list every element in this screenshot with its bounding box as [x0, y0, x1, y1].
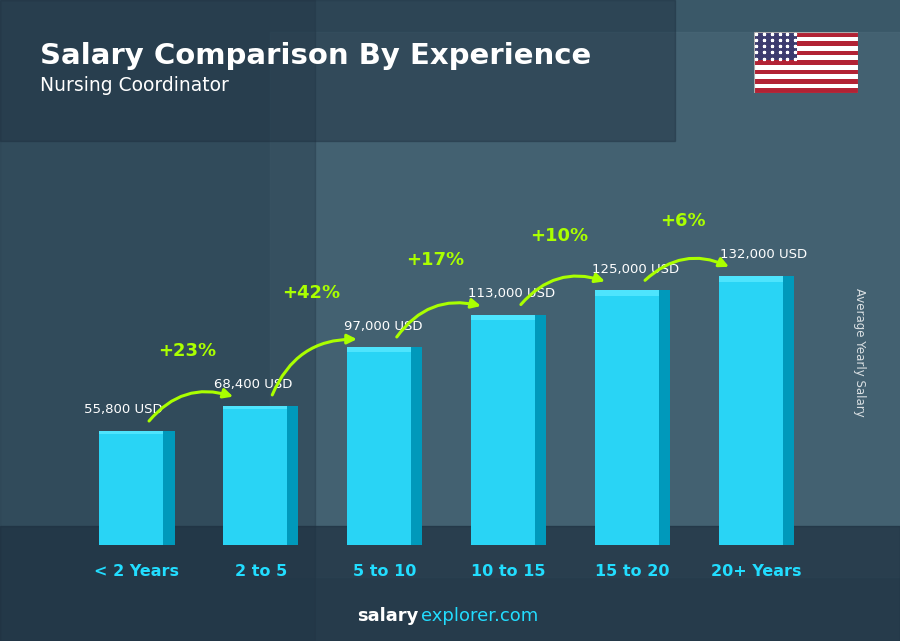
Polygon shape: [659, 290, 670, 545]
Text: 125,000 USD: 125,000 USD: [592, 263, 680, 276]
Bar: [754, 65, 858, 69]
Text: +6%: +6%: [660, 212, 706, 230]
Bar: [754, 79, 858, 83]
Bar: [0, 0, 675, 141]
Text: salary: salary: [357, 607, 418, 625]
Bar: [0, 526, 900, 641]
Bar: [223, 406, 287, 545]
Text: 97,000 USD: 97,000 USD: [345, 319, 423, 333]
Bar: [223, 406, 287, 408]
Text: 68,400 USD: 68,400 USD: [214, 378, 292, 391]
Bar: [754, 60, 858, 65]
Bar: [754, 37, 858, 42]
Bar: [270, 32, 900, 577]
Polygon shape: [411, 347, 422, 545]
Text: 2 to 5: 2 to 5: [235, 563, 287, 579]
Bar: [471, 315, 536, 320]
Text: 15 to 20: 15 to 20: [595, 563, 670, 579]
Text: < 2 Years: < 2 Years: [94, 563, 179, 579]
Text: 132,000 USD: 132,000 USD: [720, 248, 807, 262]
FancyArrowPatch shape: [521, 274, 602, 304]
Text: +10%: +10%: [530, 227, 588, 245]
Text: explorer.com: explorer.com: [421, 607, 538, 625]
Bar: [99, 431, 164, 434]
Text: 5 to 10: 5 to 10: [353, 563, 417, 579]
Bar: [99, 431, 164, 545]
FancyArrowPatch shape: [273, 335, 354, 395]
Bar: [718, 276, 783, 282]
Bar: [595, 290, 659, 545]
Bar: [754, 74, 858, 79]
Bar: [754, 32, 858, 37]
Text: 113,000 USD: 113,000 USD: [468, 287, 555, 300]
Polygon shape: [164, 431, 175, 545]
Bar: [754, 42, 858, 46]
Bar: [718, 276, 783, 545]
Text: Average Yearly Salary: Average Yearly Salary: [853, 288, 866, 417]
Text: Salary Comparison By Experience: Salary Comparison By Experience: [40, 42, 592, 70]
Text: 20+ Years: 20+ Years: [711, 563, 802, 579]
FancyArrowPatch shape: [645, 258, 726, 280]
Bar: [754, 69, 858, 74]
FancyArrowPatch shape: [397, 299, 478, 337]
Bar: [346, 347, 411, 545]
Bar: [754, 51, 858, 56]
Bar: [595, 290, 659, 296]
FancyArrowPatch shape: [149, 390, 230, 421]
Bar: [754, 32, 797, 60]
Bar: [471, 315, 536, 545]
Bar: [754, 56, 858, 60]
Bar: [0, 0, 315, 641]
Text: +17%: +17%: [406, 251, 464, 269]
Polygon shape: [287, 406, 299, 545]
Text: +42%: +42%: [282, 283, 340, 302]
Text: 10 to 15: 10 to 15: [472, 563, 545, 579]
Bar: [754, 83, 858, 88]
Bar: [754, 46, 858, 51]
Polygon shape: [536, 315, 546, 545]
Text: +23%: +23%: [158, 342, 216, 360]
Text: 55,800 USD: 55,800 USD: [84, 403, 163, 417]
Text: Nursing Coordinator: Nursing Coordinator: [40, 76, 230, 95]
Polygon shape: [783, 276, 794, 545]
Bar: [346, 347, 411, 352]
Bar: [754, 88, 858, 93]
